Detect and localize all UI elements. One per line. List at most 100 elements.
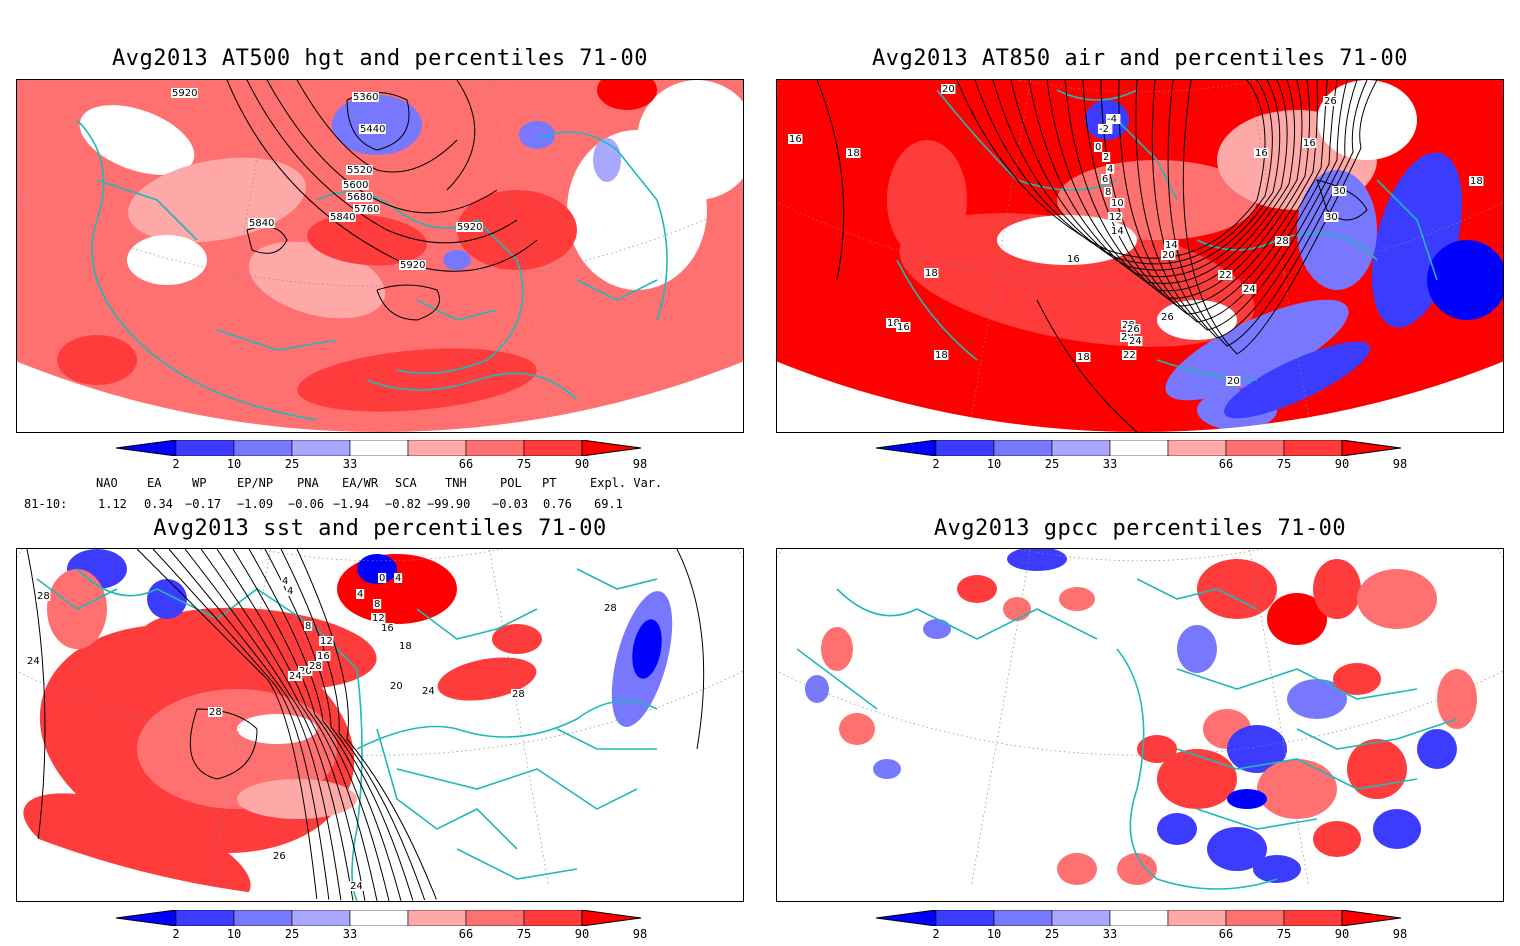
contour-label: 14 xyxy=(1111,226,1124,237)
colorbar-tick-label: 33 xyxy=(1102,927,1118,941)
contour-label: -4 xyxy=(1107,114,1117,125)
contour-label: 28 xyxy=(1121,332,1134,343)
contour-label: 20 xyxy=(1162,250,1175,261)
contour-label: 30 xyxy=(1325,212,1338,223)
contour-label: 12 xyxy=(372,613,385,624)
index-header-epnp: EP/NP xyxy=(237,476,274,490)
contour-label: 4 xyxy=(282,576,288,587)
colorbar-tick-label: 25 xyxy=(284,927,300,941)
colorbar-tick-label: 33 xyxy=(342,927,358,941)
colorbar: 2 10 25 33 66 75 90 98 xyxy=(116,440,647,476)
contour-label: 20 xyxy=(1227,376,1240,387)
contour-label: 20 xyxy=(390,681,403,692)
contour-label: 12 xyxy=(320,636,333,647)
contour-label: 4 xyxy=(1107,164,1113,175)
index-header-pt: PT xyxy=(542,476,557,490)
contour-label: 16 xyxy=(381,623,394,634)
panel-title-sst: Avg2013 sst and percentiles 71-00 xyxy=(153,516,607,541)
colorbar-tick-label: 75 xyxy=(516,457,532,471)
contour-label: 24 xyxy=(1129,336,1142,347)
colorbar-tick-label: 98 xyxy=(1392,457,1408,471)
index-header-tnh: TNH xyxy=(445,476,467,490)
contour-label: 22 xyxy=(1219,270,1232,281)
index-header-expl-var: Expl. Var. xyxy=(590,476,663,490)
index-value-pna: −0.06 xyxy=(288,497,325,511)
contour-label: 22 xyxy=(1123,350,1136,361)
contour-label: 28 xyxy=(512,689,525,700)
contour-label: 12 xyxy=(1109,212,1122,223)
contour-label: 5920 xyxy=(457,222,482,233)
colorbar-tick-label: 90 xyxy=(574,927,590,941)
contour-label: 5360 xyxy=(353,92,378,103)
index-value-expl-var: 69.1 xyxy=(594,497,623,511)
contour-label: 5760 xyxy=(354,204,379,215)
colorbar-tick-label: 98 xyxy=(632,927,648,941)
contour-label: 6 xyxy=(1102,174,1108,185)
colorbar-tick-label: 10 xyxy=(986,457,1002,471)
contour-label: 5680 xyxy=(347,192,372,203)
contour-label: 18 xyxy=(1470,176,1483,187)
contour-label: 24 xyxy=(289,671,302,682)
index-value-epnp: −1.09 xyxy=(237,497,274,511)
colorbar-tick-label: 25 xyxy=(1044,457,1060,471)
contour-label: 5920 xyxy=(400,260,425,271)
index-row-label: 81-10: xyxy=(24,497,68,511)
colorbar-tick-label: 25 xyxy=(1044,927,1060,941)
index-header-wp: WP xyxy=(192,476,207,490)
contour-label: 28 xyxy=(37,591,50,602)
contour-label: 28 xyxy=(309,661,322,672)
colorbar-tick-label: 2 xyxy=(172,927,180,941)
index-header-ea: EA xyxy=(147,476,162,490)
contour-label: 18 xyxy=(925,268,938,279)
contour-label: 5600 xyxy=(343,180,368,191)
index-value-pt: 0.76 xyxy=(543,497,572,511)
contour-label: 30 xyxy=(1333,186,1346,197)
contour-label: 5520 xyxy=(347,165,372,176)
contour-label: 4 xyxy=(287,586,293,597)
contour-label: 8 xyxy=(1105,187,1111,198)
contour-label: 28 xyxy=(1276,236,1289,247)
colorbar-tick-label: 90 xyxy=(1334,457,1350,471)
index-value-tnh: −99.90 xyxy=(427,497,471,511)
colorbar-tick-label: 66 xyxy=(1218,927,1234,941)
contour-label: 5920 xyxy=(172,88,197,99)
index-header-eawr: EA/WR xyxy=(342,476,379,490)
contour-label: 24 xyxy=(422,686,435,697)
contour-label: 24 xyxy=(1243,284,1256,295)
colorbar: 2 10 25 33 66 75 90 98 xyxy=(876,910,1407,946)
colorbar-tick-label: 2 xyxy=(932,927,940,941)
contour-label: 26 xyxy=(273,851,286,862)
contour-label: 4 xyxy=(357,589,363,600)
colorbar-tick-label: 66 xyxy=(458,457,474,471)
index-value-sca: −0.82 xyxy=(385,497,422,511)
colorbar-tick-label: 2 xyxy=(172,457,180,471)
colorbar-tick-label: 33 xyxy=(1102,457,1118,471)
contour-label: 5840 xyxy=(330,212,355,223)
colorbar-tick-label: 10 xyxy=(226,457,242,471)
contour-label: 8 xyxy=(374,599,380,610)
colorbar: 2 10 25 33 66 75 90 98 xyxy=(876,440,1407,476)
contour-label: 26 xyxy=(1324,96,1337,107)
contour-label: 18 xyxy=(847,148,860,159)
map-panel-sst: 28 24 4 4 8 12 16 20 24 28 0 4 4 8 12 16 18 20 24 28 28 28 26 2… xyxy=(16,548,744,902)
contour-label: 8 xyxy=(305,621,311,632)
contour-label: 18 xyxy=(887,318,900,329)
contour-label: 16 xyxy=(1255,148,1268,159)
contour-label: 5840 xyxy=(249,218,274,229)
colorbar-tick-label: 2 xyxy=(932,457,940,471)
contour-label: 20 xyxy=(942,84,955,95)
colorbar-tick-label: 66 xyxy=(1218,457,1234,471)
index-value-ea: 0.34 xyxy=(144,497,173,511)
colorbar-tick-label: 98 xyxy=(1392,927,1408,941)
map-panel-gpcc xyxy=(776,548,1504,902)
colorbar-tick-label: 75 xyxy=(1276,927,1292,941)
contour-label: 16 xyxy=(1067,254,1080,265)
colorbar-tick-label: 10 xyxy=(226,927,242,941)
index-value-nao: 1.12 xyxy=(98,497,127,511)
colorbar-tick-label: 98 xyxy=(632,457,648,471)
contour-label: 18 xyxy=(399,641,412,652)
index-value-eawr: −1.94 xyxy=(333,497,370,511)
colorbar-tick-label: 10 xyxy=(986,927,1002,941)
panel-title-hgt500: Avg2013 AT500 hgt and percentiles 71-00 xyxy=(111,46,649,71)
contour-label: 20 xyxy=(299,666,312,677)
